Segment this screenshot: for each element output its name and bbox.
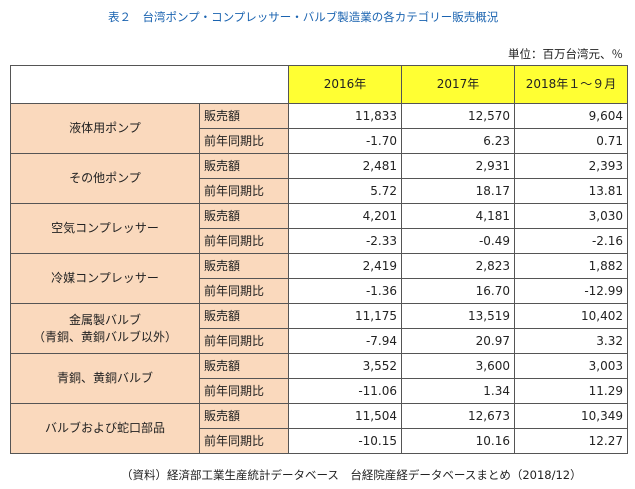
metric-label: 前年同期比 xyxy=(199,128,289,154)
metric-label: 前年同期比 xyxy=(199,178,289,204)
table-row: 前年同期比 -1.70 6.23 0.71 xyxy=(11,128,628,154)
value-cell: 13,519 xyxy=(401,303,515,329)
category-label-line: 液体用ポンプ xyxy=(69,121,141,135)
category-label-line: その他ポンプ xyxy=(69,171,141,185)
value-cell: 6.23 xyxy=(401,128,515,154)
value-cell: 12,673 xyxy=(401,403,515,429)
value-cell: 12.27 xyxy=(514,428,628,454)
value-cell: 11.29 xyxy=(514,378,628,404)
column-header: 2017年 xyxy=(401,65,515,104)
category-label-line: 空気コンプレッサー xyxy=(51,221,159,235)
table-row: 金属製バルブ （青銅、黄銅バルブ以外） 販売額 11,175 13,519 10,402 xyxy=(10,303,628,354)
value-cell: 10,349 xyxy=(514,403,628,429)
metric-label: 前年同期比 xyxy=(199,378,289,404)
value-cell: -1.70 xyxy=(288,128,402,154)
metric-label: 販売額 xyxy=(199,203,289,229)
value-cell: 3.32 xyxy=(514,328,628,354)
category-label: バルブおよび蛇口部品 xyxy=(10,403,200,454)
value-cell: 1.34 xyxy=(401,378,515,404)
category-label-line: 青銅、黄銅バルブ xyxy=(56,371,153,385)
value-cell: -10.15 xyxy=(288,428,402,454)
table-row: 空気コンプレッサー 販売額 4,201 4,181 3,030 xyxy=(10,203,628,254)
table-row: 前年同期比 -7.94 20.97 3.32 xyxy=(11,328,628,354)
sales-table: 2016年 2017年 2018年１～９月 液体用ポンプ 販売額 11,833 12,… xyxy=(10,65,628,454)
value-cell: 11,833 xyxy=(288,103,402,129)
value-cell: 2,931 xyxy=(401,153,515,179)
value-cell: 5.72 xyxy=(288,178,402,204)
value-cell: 4,201 xyxy=(288,203,402,229)
value-cell: -11.06 xyxy=(288,378,402,404)
value-cell: 9,604 xyxy=(514,103,628,129)
table-row: 液体用ポンプ 販売額 11,833 12,570 9,604 xyxy=(10,103,628,154)
category-label-line: バルブおよび蛇口部品 xyxy=(44,421,165,435)
column-header: 2016年 xyxy=(288,65,402,104)
value-cell: 10.16 xyxy=(401,428,515,454)
value-cell: -0.49 xyxy=(401,228,515,254)
table-row: 前年同期比 -1.36 16.70 -12.99 xyxy=(11,278,628,304)
value-cell: -7.94 xyxy=(288,328,402,354)
table-row: 前年同期比 -10.15 10.16 12.27 xyxy=(11,428,628,454)
table-row: バルブおよび蛇口部品 販売額 11,504 12,673 10,349 xyxy=(10,403,628,454)
value-cell: 20.97 xyxy=(401,328,515,354)
category-label: その他ポンプ xyxy=(10,153,200,204)
table-row: 前年同期比 5.72 18.17 13.81 xyxy=(11,178,628,204)
metric-label: 前年同期比 xyxy=(199,328,289,354)
value-cell: 11,175 xyxy=(288,303,402,329)
metric-label: 前年同期比 xyxy=(199,228,289,254)
value-cell: 1,882 xyxy=(514,253,628,279)
category-label-line: （青銅、黄銅バルブ以外） xyxy=(32,329,177,344)
value-cell: -2.33 xyxy=(288,228,402,254)
category-label-line: 金属製バルブ xyxy=(68,312,141,327)
metric-label: 前年同期比 xyxy=(199,428,289,454)
value-cell: 3,030 xyxy=(514,203,628,229)
metric-label: 販売額 xyxy=(199,103,289,129)
metric-label: 販売額 xyxy=(199,403,289,429)
metric-label: 販売額 xyxy=(199,253,289,279)
value-cell: 4,181 xyxy=(401,203,515,229)
value-cell: 3,552 xyxy=(288,353,402,379)
table-row: 青銅、黄銅バルブ 販売額 3,552 3,600 3,003 xyxy=(10,353,628,404)
category-label: 青銅、黄銅バルブ xyxy=(10,353,200,404)
table-row: 前年同期比 -11.06 1.34 11.29 xyxy=(11,378,628,404)
metric-label: 前年同期比 xyxy=(199,278,289,304)
category-label: 金属製バルブ （青銅、黄銅バルブ以外） xyxy=(10,303,200,354)
value-cell: 2,393 xyxy=(514,153,628,179)
value-cell: 12,570 xyxy=(401,103,515,129)
value-cell: -2.16 xyxy=(514,228,628,254)
metric-label: 販売額 xyxy=(199,303,289,329)
value-cell: 10,402 xyxy=(514,303,628,329)
table-header-row: 2016年 2017年 2018年１～９月 xyxy=(10,65,628,104)
table-row: 前年同期比 -2.33 -0.49 -2.16 xyxy=(11,228,628,254)
value-cell: 18.17 xyxy=(401,178,515,204)
metric-label: 販売額 xyxy=(199,153,289,179)
value-cell: 2,481 xyxy=(288,153,402,179)
source-note: （資料）経済部工業生産統計データベース 台経院産経データベースまとめ（2018/… xyxy=(121,468,582,482)
value-cell: 2,823 xyxy=(401,253,515,279)
value-cell: 2,419 xyxy=(288,253,402,279)
value-cell: 13.81 xyxy=(514,178,628,204)
metric-label: 販売額 xyxy=(199,353,289,379)
value-cell: 16.70 xyxy=(401,278,515,304)
table-row: 冷媒コンプレッサー 販売額 2,419 2,823 1,882 xyxy=(10,253,628,304)
category-label: 冷媒コンプレッサー xyxy=(10,253,200,304)
value-cell: 3,003 xyxy=(514,353,628,379)
category-label: 液体用ポンプ xyxy=(10,103,200,154)
value-cell: -1.36 xyxy=(288,278,402,304)
value-cell: 11,504 xyxy=(288,403,402,429)
table-title: 表２ 台湾ポンプ・コンプレッサー・バルブ製造業の各カテゴリー販売概況 xyxy=(108,10,499,24)
value-cell: 3,600 xyxy=(401,353,515,379)
unit-note: 単位：百万台湾元、％ xyxy=(508,47,623,61)
value-cell: -12.99 xyxy=(514,278,628,304)
header-corner xyxy=(10,65,289,104)
column-header: 2018年１～９月 xyxy=(514,65,628,104)
table-row: その他ポンプ 販売額 2,481 2,931 2,393 xyxy=(10,153,628,204)
value-cell: 0.71 xyxy=(514,128,628,154)
category-label: 空気コンプレッサー xyxy=(10,203,200,254)
category-label-line: 冷媒コンプレッサー xyxy=(51,271,159,285)
